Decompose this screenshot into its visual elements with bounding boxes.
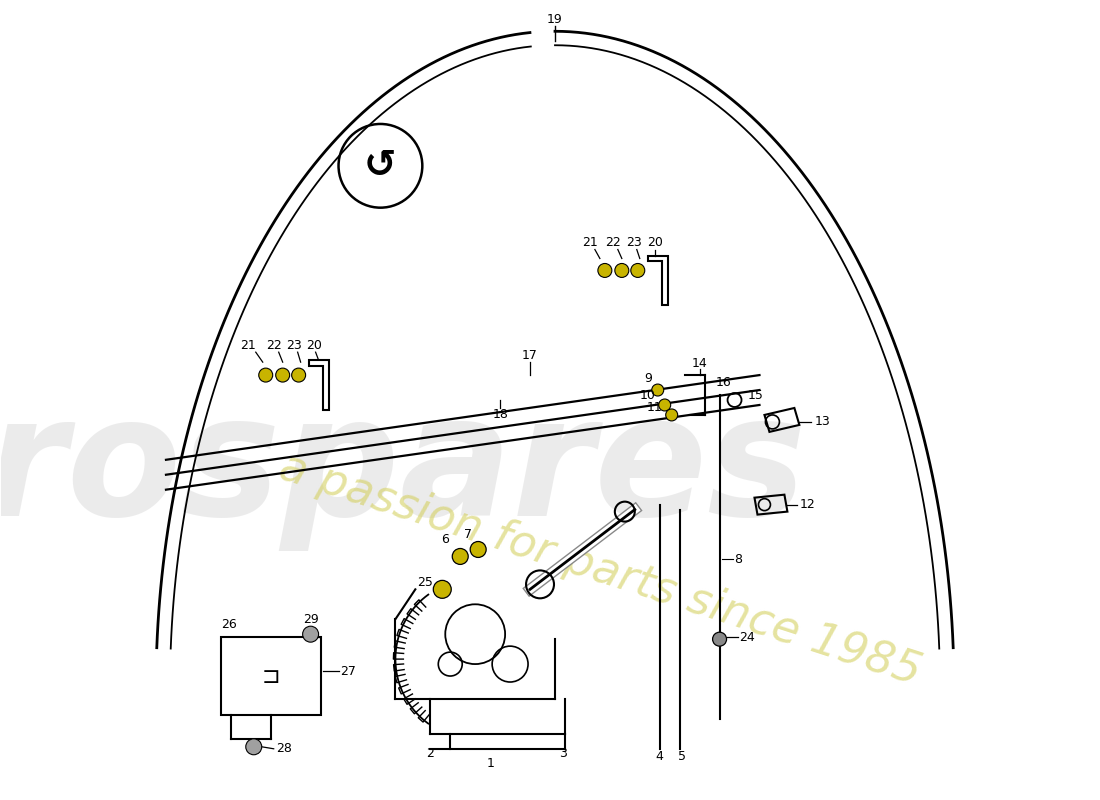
Text: 6: 6 bbox=[441, 533, 449, 546]
Text: 10: 10 bbox=[640, 389, 656, 402]
Circle shape bbox=[470, 542, 486, 558]
Circle shape bbox=[302, 626, 319, 642]
Text: 23: 23 bbox=[626, 236, 641, 249]
Text: 14: 14 bbox=[692, 357, 707, 370]
Circle shape bbox=[630, 263, 645, 278]
Text: 8: 8 bbox=[735, 553, 743, 566]
Text: 21: 21 bbox=[582, 236, 597, 249]
Text: 17: 17 bbox=[522, 349, 538, 362]
Text: eurospares: eurospares bbox=[0, 388, 807, 551]
Text: 7: 7 bbox=[464, 528, 472, 541]
Text: 3: 3 bbox=[559, 747, 566, 760]
Text: 23: 23 bbox=[286, 338, 301, 352]
Text: a passion for parts since 1985: a passion for parts since 1985 bbox=[274, 445, 926, 694]
Text: 25: 25 bbox=[417, 576, 433, 589]
Text: 15: 15 bbox=[748, 389, 763, 402]
Text: 29: 29 bbox=[302, 613, 319, 626]
Text: 21: 21 bbox=[240, 338, 255, 352]
Text: 2: 2 bbox=[427, 747, 434, 760]
Text: 12: 12 bbox=[800, 498, 815, 511]
Text: 28: 28 bbox=[276, 742, 292, 755]
Circle shape bbox=[666, 409, 678, 421]
Text: 4: 4 bbox=[656, 750, 663, 763]
Text: 13: 13 bbox=[814, 415, 830, 429]
Text: ⊐: ⊐ bbox=[262, 667, 280, 687]
Text: 20: 20 bbox=[647, 236, 662, 249]
Text: 5: 5 bbox=[678, 750, 685, 763]
Circle shape bbox=[598, 263, 612, 278]
Text: 27: 27 bbox=[341, 665, 356, 678]
Text: 16: 16 bbox=[716, 375, 732, 389]
Text: 9: 9 bbox=[644, 371, 651, 385]
Circle shape bbox=[433, 580, 451, 598]
Circle shape bbox=[276, 368, 289, 382]
Circle shape bbox=[245, 739, 262, 754]
Text: 20: 20 bbox=[306, 338, 321, 352]
Text: 18: 18 bbox=[492, 409, 508, 422]
Circle shape bbox=[615, 263, 629, 278]
Text: 22: 22 bbox=[605, 236, 620, 249]
Circle shape bbox=[292, 368, 306, 382]
Circle shape bbox=[258, 368, 273, 382]
Text: 24: 24 bbox=[739, 630, 756, 644]
Text: 19: 19 bbox=[547, 13, 563, 26]
Text: ↺: ↺ bbox=[364, 147, 397, 185]
Text: 1: 1 bbox=[486, 758, 494, 770]
Circle shape bbox=[452, 549, 469, 565]
Circle shape bbox=[651, 384, 663, 396]
Circle shape bbox=[659, 399, 671, 411]
Text: 26: 26 bbox=[221, 618, 236, 630]
Circle shape bbox=[713, 632, 727, 646]
Text: 22: 22 bbox=[266, 338, 282, 352]
Text: 11: 11 bbox=[647, 402, 662, 414]
